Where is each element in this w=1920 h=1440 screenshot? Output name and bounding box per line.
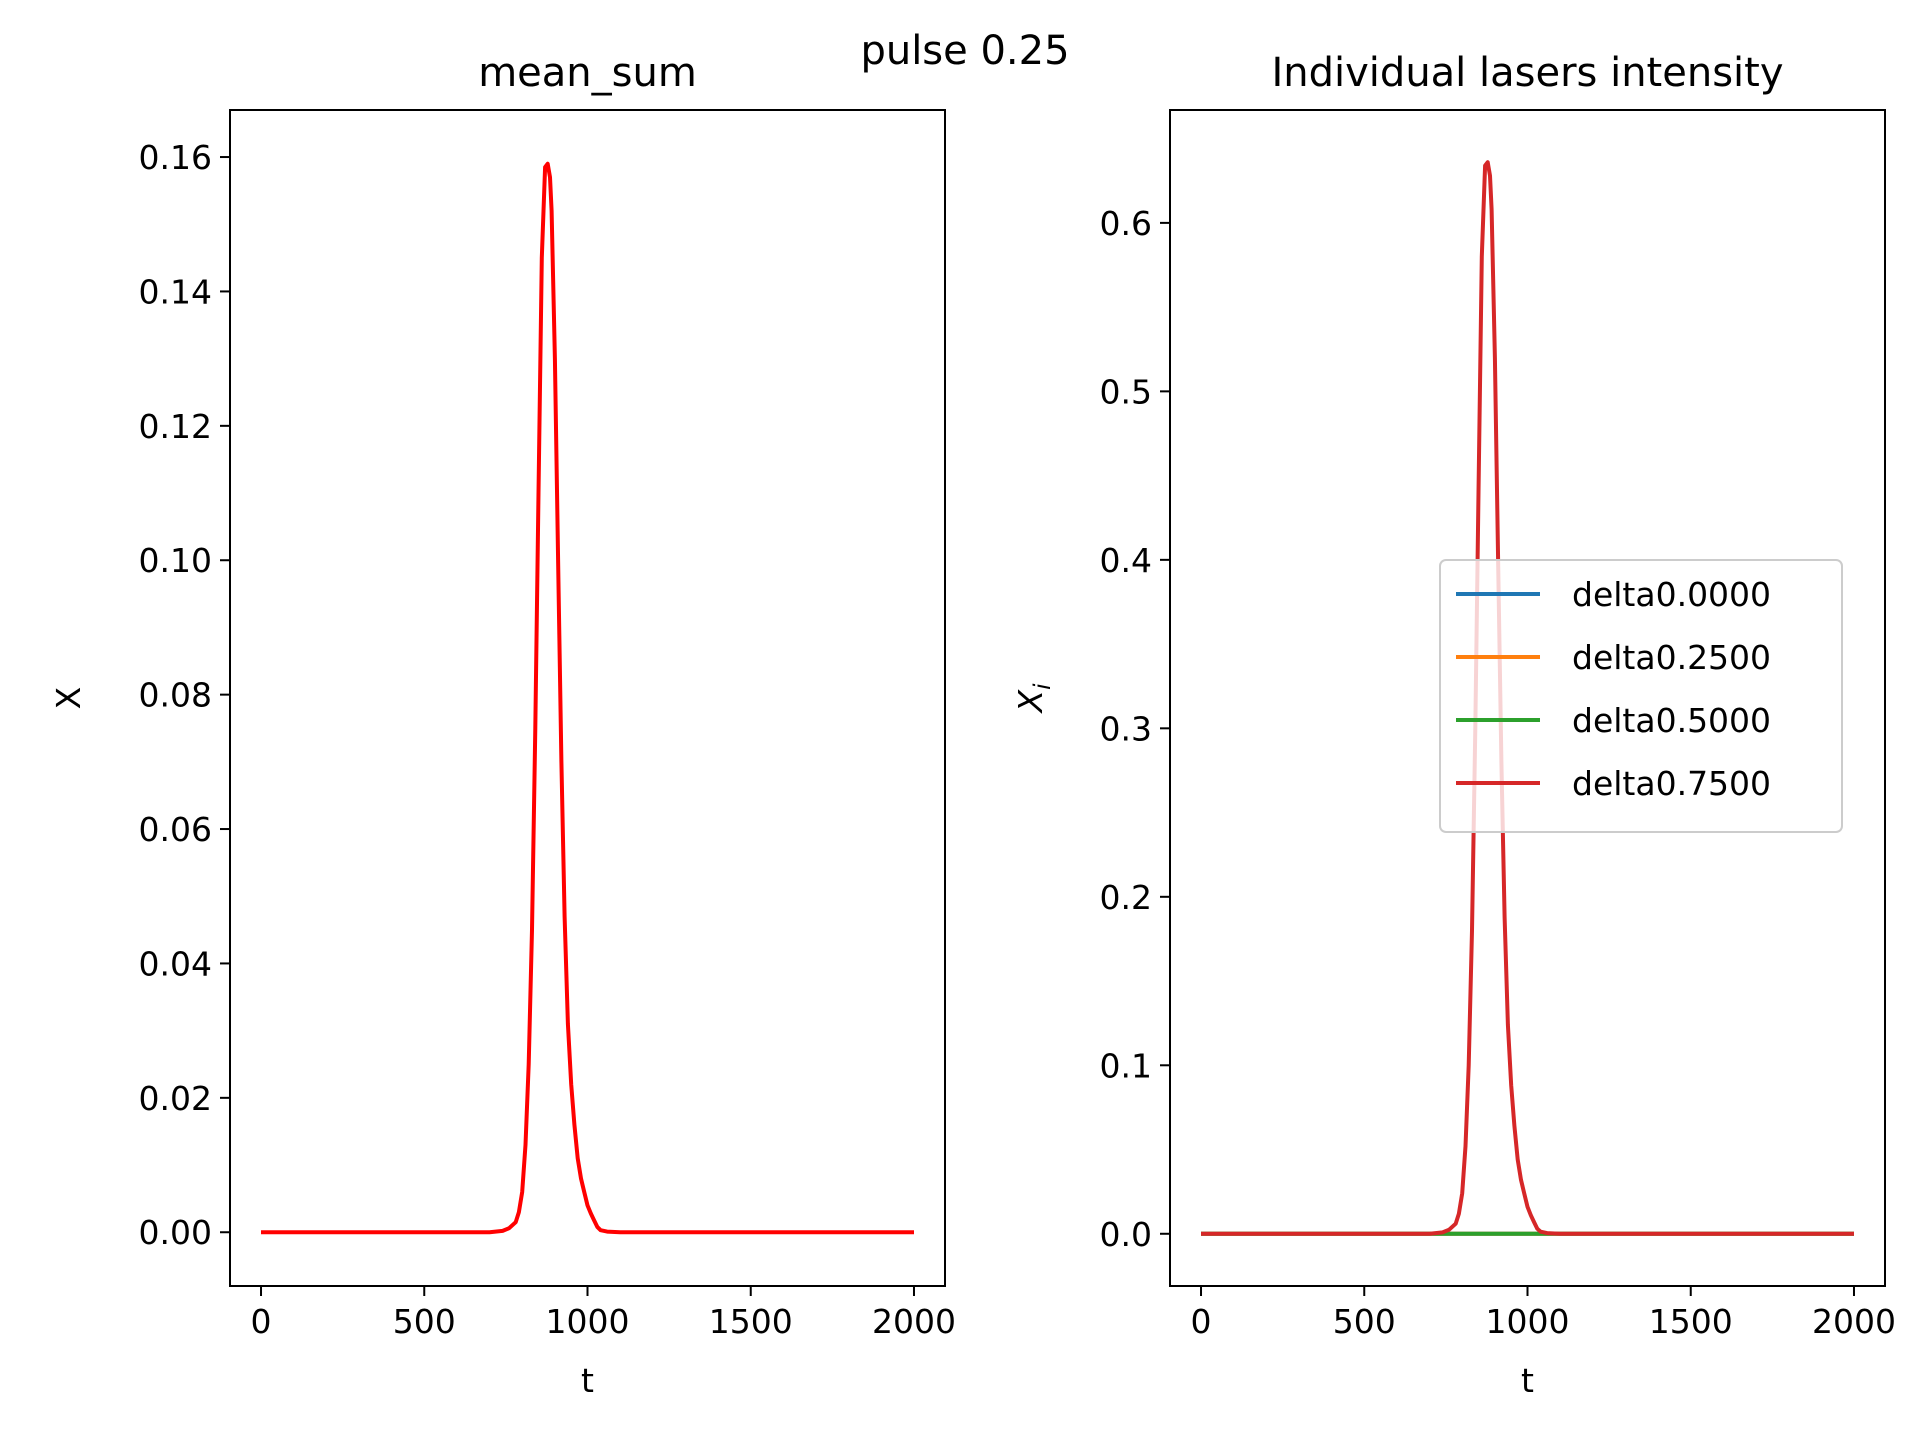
y-tick-label: 0.6 [1100,204,1152,243]
x-tick-label: 0 [1191,1302,1212,1341]
y-tick-label: 0.1 [1100,1046,1152,1085]
y-tick-label: 0.06 [139,810,212,849]
x-tick-label: 1000 [546,1302,630,1341]
y-tick-label: 0.02 [139,1079,212,1118]
x-tick-label: 2000 [872,1302,956,1341]
panel-title: mean_sum [478,50,697,96]
panel-title: Individual lasers intensity [1271,50,1783,96]
y-tick-label: 0.04 [139,944,212,983]
y-tick-label: 0.08 [139,676,212,715]
y-tick-label: 0.00 [139,1213,212,1252]
y-tick-label: 0.14 [139,272,212,311]
legend-label: delta0.2500 [1572,638,1771,677]
y-tick-label: 0.3 [1100,709,1152,748]
y-tick-label: 0.0 [1100,1215,1152,1254]
legend-label: delta0.5000 [1572,701,1771,740]
panel-mean-sum: mean_sum 0 500 1000 1500 2000 0.00 0.02 0.04 0.06… [49,50,956,1400]
y-tick-label: 0.12 [139,407,212,446]
series-line-0 [261,161,914,1235]
y-axis-title: Xi [1011,683,1056,715]
legend-label: delta0.7500 [1572,764,1771,803]
x-tick-label: 1500 [1649,1302,1733,1341]
panel-individual-lasers: Individual lasers intensity 0 500 1000 1500 2… [1011,50,1896,1400]
x-tick-label: 1000 [1486,1302,1570,1341]
x-tick-label: 1500 [709,1302,793,1341]
x-axis-title: t [1521,1361,1534,1400]
figure-suptitle: pulse 0.25 [860,28,1069,74]
legend-box [1439,559,1843,833]
legend: delta0.0000 delta0.2500 delta0.5000 delta0.… [1439,559,1843,833]
y-axis-title: X [49,687,88,710]
y-tick-label: 0.10 [139,541,212,580]
x-tick-label: 2000 [1812,1302,1896,1341]
x-tick-label: 500 [1333,1302,1396,1341]
x-tick-label: 500 [393,1302,456,1341]
y-tick-label: 0.5 [1100,372,1152,411]
x-tick-label: 0 [251,1302,272,1341]
y-tick-label: 0.4 [1100,541,1152,580]
series-line-3 [1201,160,1854,1236]
x-axis-title: t [581,1361,594,1400]
legend-label: delta0.0000 [1572,575,1771,614]
y-tick-label: 0.2 [1100,878,1152,917]
y-tick-label: 0.16 [139,138,212,177]
